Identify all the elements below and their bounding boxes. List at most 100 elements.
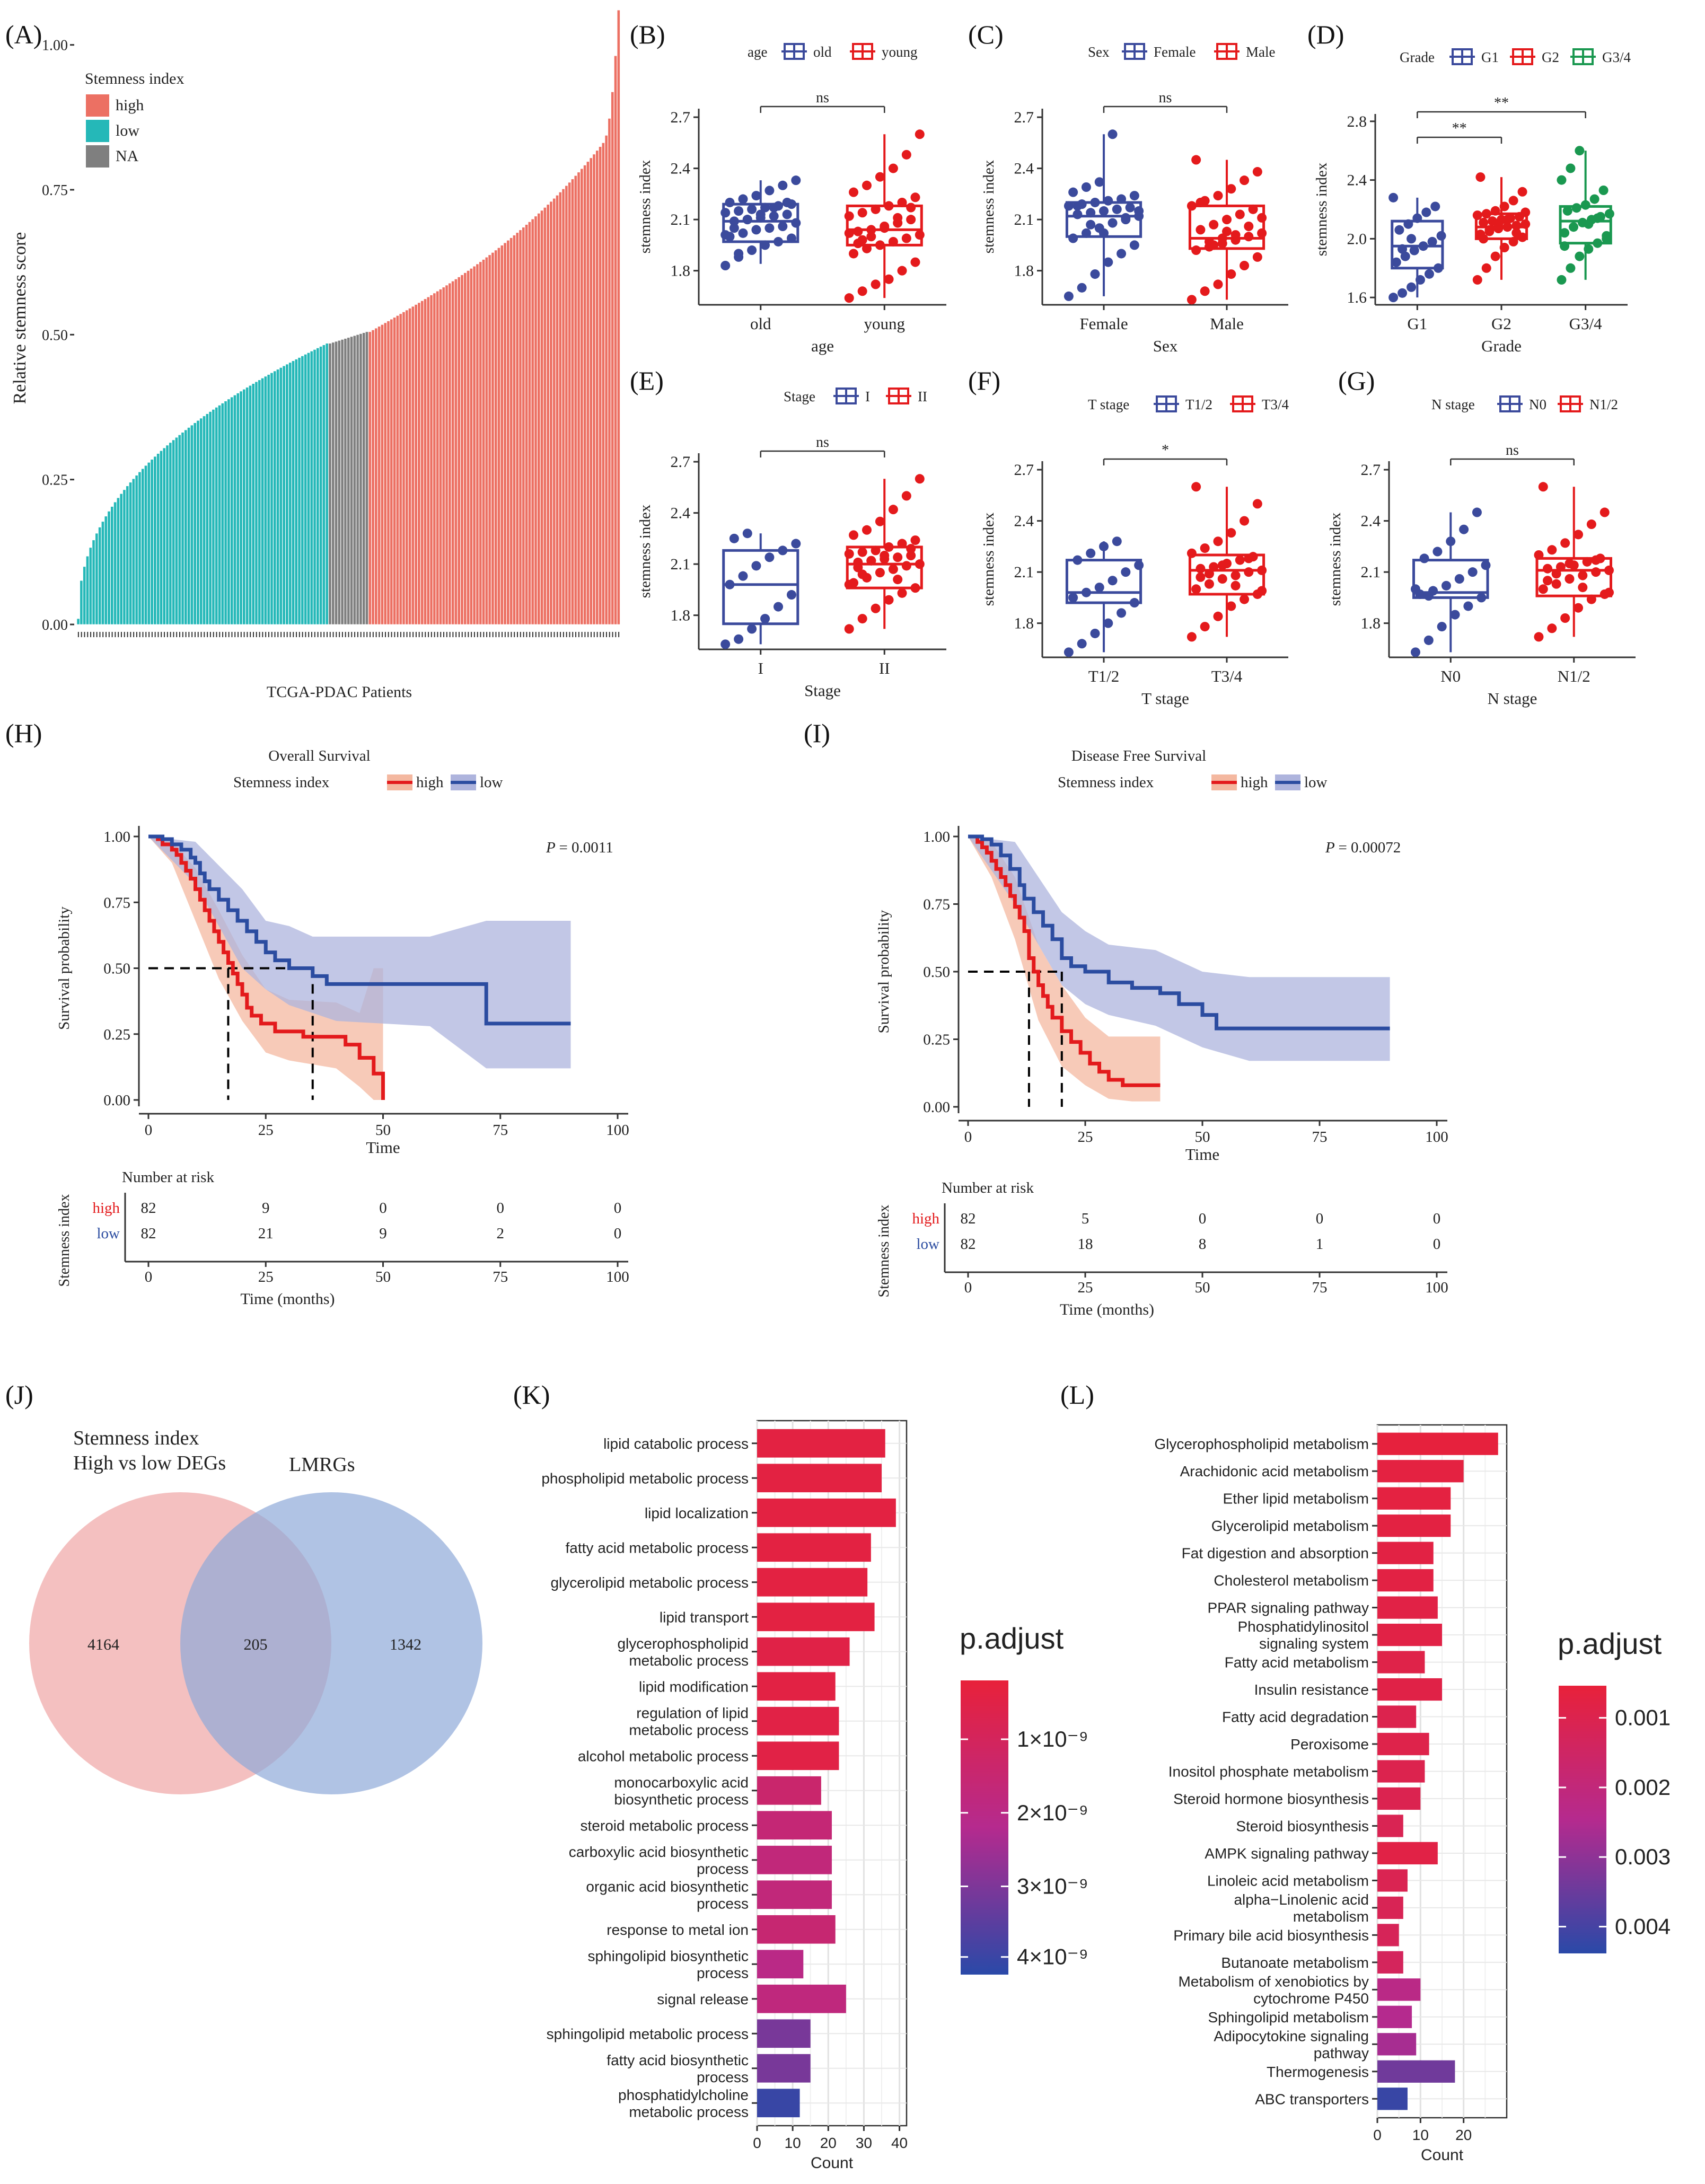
- bar-high: [454, 279, 458, 625]
- data-point: [1589, 194, 1599, 204]
- data-point: [1441, 580, 1451, 591]
- category-label: process: [697, 1861, 749, 1877]
- category-label: Adipocytokine signaling: [1214, 2028, 1369, 2044]
- risk-count: 1: [1316, 1236, 1324, 1253]
- x-tick-label: N0: [1440, 667, 1461, 685]
- x-tick-label: 100: [1425, 1129, 1448, 1146]
- panel-label-i: (I): [804, 718, 830, 748]
- bar-carboxylic-acid-biosynthetic-process: [757, 1845, 832, 1874]
- risk-count: 18: [1078, 1236, 1093, 1253]
- data-point: [1099, 541, 1109, 551]
- risk-count: 0: [497, 1200, 505, 1217]
- category-label: carboxylic acid biosynthetic: [569, 1844, 749, 1860]
- venn-left-label: High vs low DEGs: [73, 1452, 226, 1474]
- data-point: [778, 222, 788, 231]
- data-point: [1508, 196, 1518, 206]
- y-axis-title: stemness index: [1313, 162, 1330, 256]
- bar-high: [393, 317, 396, 625]
- y-tick-label: 2.7: [671, 109, 691, 126]
- x-tick-label: 0: [145, 1122, 153, 1139]
- data-point: [1511, 221, 1522, 231]
- data-point: [1073, 201, 1083, 211]
- venn-right-label: LMRGs: [289, 1454, 355, 1476]
- y-axis-title: Survival probability: [875, 910, 892, 1033]
- data-point: [1437, 622, 1447, 632]
- legend-label: G2: [1542, 49, 1559, 65]
- data-point: [906, 215, 916, 225]
- data-point: [1578, 583, 1588, 593]
- bar-high: [469, 268, 473, 625]
- category-label: lipid transport: [660, 1609, 749, 1625]
- data-point: [1222, 215, 1232, 225]
- bar-low: [147, 462, 151, 625]
- bar-glycerolipid-metabolic-process: [757, 1567, 868, 1597]
- colorbar: [961, 1680, 1008, 1975]
- data-point: [893, 213, 903, 223]
- colorbar-label: 0.001: [1615, 1705, 1671, 1730]
- data-point: [1591, 555, 1601, 565]
- x-axis-title: Grade: [1481, 337, 1522, 355]
- data-point: [1103, 196, 1113, 206]
- data-point: [1240, 261, 1250, 270]
- bar-high: [390, 319, 393, 625]
- bar-signal-release: [757, 1984, 846, 2013]
- bar-low: [267, 374, 270, 625]
- colorbar-label: 2×10⁻⁹: [1017, 1800, 1088, 1825]
- bar-high: [488, 254, 491, 625]
- data-point: [755, 209, 766, 219]
- data-point: [1252, 167, 1262, 177]
- category-label: lipid modification: [639, 1678, 749, 1695]
- bar-low: [236, 393, 240, 625]
- risk-x-axis-title: Time (months): [240, 1290, 335, 1308]
- y-axis-title: stemness index: [1327, 512, 1344, 606]
- bar-high: [448, 283, 452, 625]
- bar-low: [313, 349, 317, 625]
- data-point: [1094, 583, 1104, 593]
- x-axis-title: Time: [1185, 1145, 1219, 1164]
- bar-low: [276, 369, 279, 625]
- data-point: [1427, 236, 1437, 246]
- category-label: Insulin resistance: [1254, 1681, 1369, 1698]
- data-point: [1499, 201, 1509, 212]
- bar-high: [552, 198, 556, 625]
- risk-y-axis-title: Stemness index: [56, 1194, 73, 1287]
- y-tick-label: 2.4: [1347, 172, 1367, 189]
- data-point: [1574, 603, 1584, 613]
- data-point: [1117, 249, 1127, 259]
- x-tick-label: I: [758, 659, 763, 677]
- category-label: steroid metabolic process: [581, 1817, 749, 1834]
- data-point: [778, 180, 788, 190]
- data-point: [1187, 548, 1197, 558]
- bar-response-to-metal-ion: [757, 1915, 836, 1944]
- bar-sphingolipid-metabolic-process: [757, 2019, 811, 2048]
- bar-low: [218, 405, 221, 625]
- bar-low: [227, 399, 231, 625]
- data-point: [1467, 567, 1478, 577]
- bar-adipocytokine-signaling-pathway: [1377, 2033, 1417, 2056]
- category-label: ABC transporters: [1255, 2091, 1369, 2107]
- bar-lipid-catabolic-process: [757, 1429, 885, 1458]
- category-label: Ether lipid metabolism: [1223, 1491, 1369, 1507]
- data-point: [1086, 219, 1096, 230]
- data-point: [1200, 286, 1210, 296]
- data-point: [1508, 236, 1518, 246]
- data-point: [897, 197, 907, 207]
- bar-high: [497, 248, 500, 625]
- bar-high: [525, 224, 528, 625]
- bar-low: [144, 465, 147, 625]
- venn-circle-right: [180, 1492, 482, 1794]
- bar-high: [531, 218, 534, 625]
- y-tick-label: 1.8: [671, 607, 691, 624]
- data-point: [1196, 572, 1206, 582]
- data-point: [1217, 233, 1227, 243]
- data-point: [1094, 177, 1104, 187]
- bar-high: [476, 263, 479, 625]
- data-point: [1388, 192, 1399, 202]
- data-point: [1257, 213, 1267, 223]
- y-tick-label: 0.50: [42, 327, 68, 344]
- category-label: Cholesterol metabolism: [1214, 1572, 1369, 1589]
- x-tick-label: 50: [375, 1122, 391, 1139]
- bar-high: [371, 330, 375, 625]
- data-point: [1430, 201, 1440, 212]
- data-point: [1240, 594, 1250, 604]
